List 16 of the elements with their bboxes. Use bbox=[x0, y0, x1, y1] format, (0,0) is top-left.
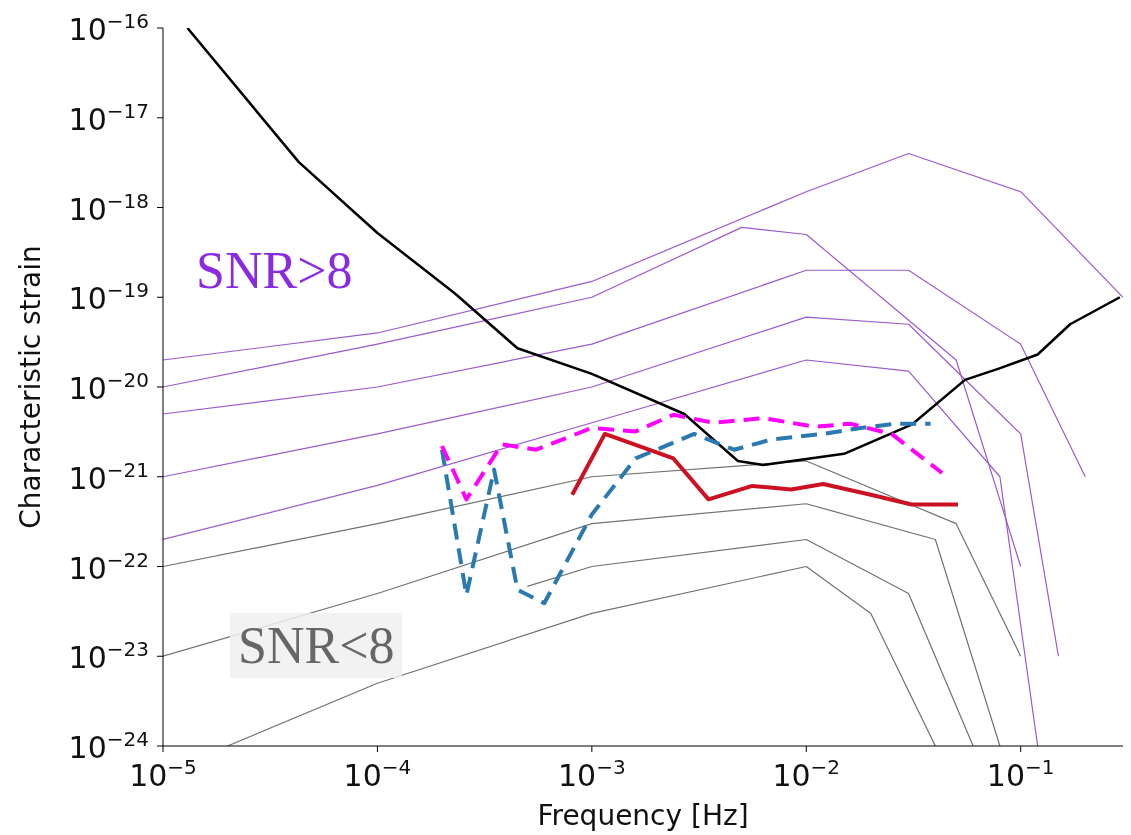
y-tick-label: 10$^{−18}$ bbox=[68, 188, 149, 227]
x-tick-label: 10$^{−3}$ bbox=[558, 755, 626, 793]
x-tick-label: 10$^{−1}$ bbox=[986, 755, 1055, 793]
x-tick-label: 10$^{−4}$ bbox=[343, 755, 412, 793]
y-tick-label: 10$^{−16}$ bbox=[68, 9, 149, 47]
y-tick-label: 10$^{−21}$ bbox=[68, 457, 149, 496]
annotation: SNR>8 bbox=[195, 241, 354, 301]
y-tick-label: 10$^{−19}$ bbox=[68, 278, 149, 317]
annotation: SNR<8 bbox=[230, 613, 403, 679]
y-axis-title: Characteristic strain bbox=[13, 245, 47, 529]
x-axis-title: Frequency [Hz] bbox=[537, 799, 749, 832]
y-tick-label: 10$^{−17}$ bbox=[68, 98, 149, 137]
y-tick-label: 10$^{−23}$ bbox=[68, 637, 149, 676]
y-tick-label: 10$^{−20}$ bbox=[68, 368, 149, 406]
x-tick-label: 10$^{−2}$ bbox=[772, 755, 841, 793]
y-tick-label: 10$^{−22}$ bbox=[68, 547, 149, 586]
